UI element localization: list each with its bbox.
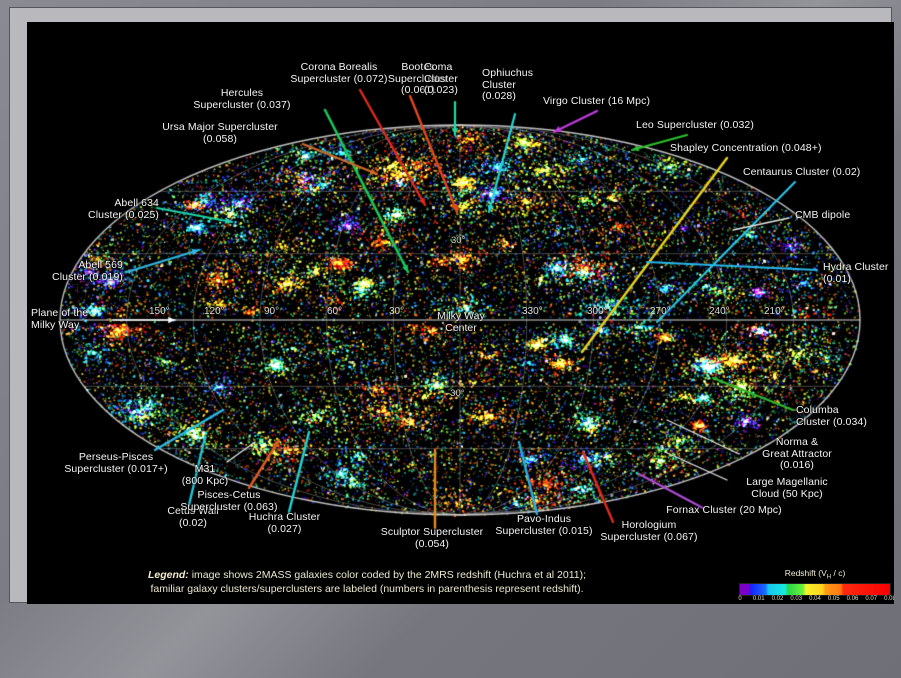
label-virgo-cluster: Virgo Cluster (16 Mpc) [543,95,651,107]
label-sculptor-supercluster: Sculptor Supercluster (0.054) [380,526,484,550]
colorbar-tick: 0.05 [827,595,840,602]
colorbar-gradient [739,582,891,596]
legend-line1: image shows 2MASS galaxies color coded b… [188,569,587,581]
label-m31: M31 (800 Kpc) [181,463,229,487]
sky-map-panel: 2MASS Redshift Survey Corona Borealis Su… [27,22,894,604]
label-abell-634-cluster: Abell 634 Cluster (0.025) [88,197,159,221]
legend-lead: Legend: [147,569,189,581]
lon-tick-270: 270° [650,306,671,317]
colorbar-tick: 0 [738,595,742,602]
lon-tick-210: 210° [764,306,785,317]
colorbar-tick: 0.02 [771,595,784,602]
colorbar-title-main: Redshift (V [784,568,827,578]
colorbar-tick: 0.06 [846,595,859,602]
label-perseus-pisces-supercluster: Perseus-Pisces Supercluster (0.017+) [64,451,168,475]
label-corona-borealis-supercluster: Corona Borealis Supercluster (0.072) [290,61,388,85]
redshift-colorbar: Redshift (VH / c) 0 0.01 0.02 0.03 0.04 0.05 0… [738,568,894,604]
colorbar-ticks: 0 0.01 0.02 0.03 0.04 0.05 0.06 0.07 0.08 [738,595,894,604]
legend-text: Legend: image shows 2MASS galaxies color… [87,568,647,596]
colorbar-tick: 0.03 [790,595,803,602]
label-horologium-supercluster: Horologium Supercluster (0.067) [600,519,698,543]
colorbar-tick: 0.01 [752,595,765,602]
lon-tick-90: 90° [264,306,280,317]
label-columba-cluster: Columba Cluster (0.034) [796,404,867,428]
image-frame: 2MASS Redshift Survey Corona Borealis Su… [10,8,894,604]
label-pisces-cetus-supercluster: Pisces-Cetus Supercluster (0.063) [180,489,278,513]
legend-line2: familiar galaxy clusters/superclusters a… [150,583,584,595]
lon-tick-30: 30° [389,306,405,317]
lat-tick-30: 30° [451,235,466,246]
legend-credit: Graphic created by T. Jarrett (IPAC/Calt… [87,602,647,604]
label-hercules-supercluster: Hercules Supercluster (0.037) [193,87,291,111]
label-abell-569-cluster: Abell 569 Cluster (0.019) [52,259,123,283]
label-leo-supercluster: Leo Supercluster (0.032) [636,119,754,131]
galaxy-sky-canvas [27,22,894,604]
label-large-magellanic-cloud: Large Magellanic Cloud (50 Kpc) [746,476,828,500]
label-hydra-cluster: Hydra Cluster (0.01) [823,261,889,285]
label-bootes-supercluster: Bootes Supercluster (0.061) [387,61,449,96]
lon-tick-120: 120° [204,306,225,317]
label-ursa-major-supercluster: Ursa Major Supercluster (0.058) [162,121,278,145]
label-shapley-concentration: Shapley Concentration (0.048+) [670,142,822,154]
label-pavo-indus-supercluster: Pavo-Indus Supercluster (0.015) [495,513,593,537]
label-fornax-cluster: Fornax Cluster (20 Mpc) [666,504,782,516]
label-centaurus-cluster: Centaurus Cluster (0.02) [743,166,861,178]
label-plane-of-milky-way: Plane of the Milky Way [31,307,89,331]
lon-tick-150: 150° [149,306,170,317]
lon-tick-60: 60° [327,306,343,317]
lon-tick-330: 330° [522,306,543,317]
colorbar-title-sub: H [826,574,832,581]
label-cmb-dipole: CMB dipole [795,209,851,221]
label-huchra-cluster: Huchra Cluster (0.027) [248,511,321,535]
colorbar-title-end: / c) [831,568,846,578]
label-milky-way-center: Milky Way Center [437,310,485,334]
colorbar-tick: 0.08 [884,595,894,602]
lat-tick-neg30: -30° [447,388,465,399]
label-ophiuchus-cluster: Ophiuchus Cluster (0.028) [482,67,534,102]
label-cetus-wall: Cetus Wall (0.02) [167,505,219,529]
colorbar-tick: 0.07 [865,595,878,602]
lon-tick-240: 240° [709,306,730,317]
label-norma-great-attractor: Norma & Great Attractor (0.016) [762,436,832,471]
colorbar-tick: 0.04 [809,595,821,602]
lon-tick-300: 300° [587,306,608,317]
colorbar-title: Redshift (VH / c) [739,568,891,581]
label-coma-cluster: Coma Cluster (0.023) [424,61,458,96]
